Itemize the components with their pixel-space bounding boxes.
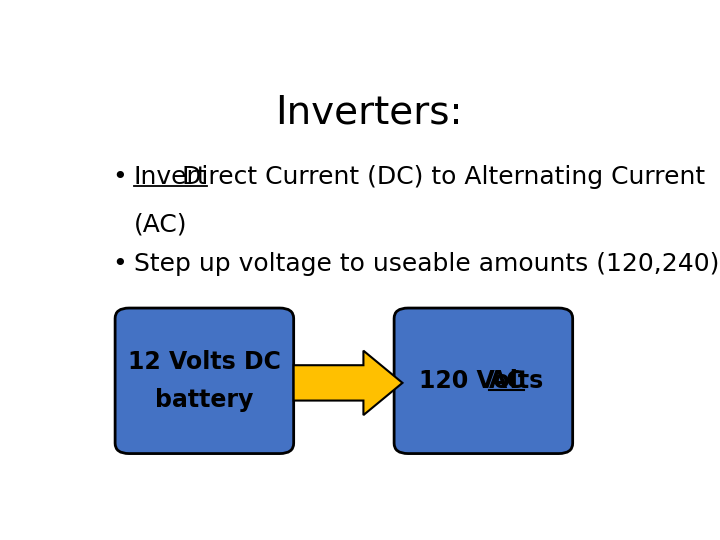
Text: Invert: Invert <box>133 165 207 188</box>
Text: Direct Current (DC) to Alternating Current: Direct Current (DC) to Alternating Curre… <box>174 165 706 188</box>
Text: Inverters:: Inverters: <box>275 94 463 132</box>
Text: AC: AC <box>489 369 524 393</box>
Text: battery: battery <box>156 388 253 411</box>
Text: Step up voltage to useable amounts (120,240): Step up voltage to useable amounts (120,… <box>133 252 719 276</box>
Text: •: • <box>112 252 127 276</box>
Text: •: • <box>112 165 127 188</box>
Text: (AC): (AC) <box>133 212 187 237</box>
Text: 12 Volts DC: 12 Volts DC <box>128 350 281 374</box>
FancyBboxPatch shape <box>115 308 294 454</box>
FancyArrow shape <box>294 350 402 415</box>
FancyBboxPatch shape <box>394 308 572 454</box>
Text: 120 Volts: 120 Volts <box>419 369 552 393</box>
